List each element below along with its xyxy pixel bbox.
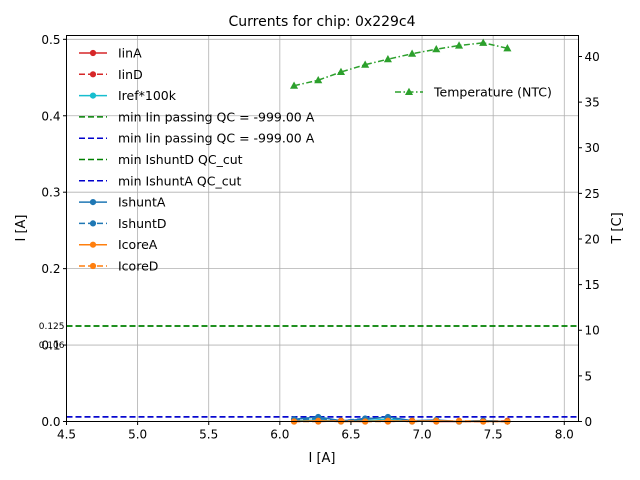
y-right-tick-label: 0	[585, 415, 593, 429]
legend-label: IinD	[118, 67, 143, 82]
x-tick-label: 5.0	[128, 428, 147, 442]
extra-tick-label: 0.125	[39, 322, 65, 332]
series-point	[409, 417, 416, 424]
legend-entry: IinD	[79, 67, 143, 82]
y-right-tick-label: 30	[585, 141, 600, 155]
y-tick-label: 0.2	[41, 262, 60, 276]
y-tick-label: 0.3	[41, 186, 60, 200]
series-point	[383, 54, 392, 63]
legend-entry: IshuntA	[79, 195, 166, 210]
y-tick-label: 0.4	[41, 109, 60, 123]
legend-swatch-marker	[89, 262, 97, 270]
legend-entry: Iref*100k	[79, 88, 177, 103]
legend-entry: min IshuntA QC_cut	[79, 173, 242, 188]
legend-swatch-marker	[89, 49, 97, 57]
y-tick-label: 0.5	[41, 33, 60, 47]
legend-label: IinA	[118, 46, 142, 61]
legend-entry: IshuntD	[79, 216, 167, 231]
y-axis-label-right: T [C]	[610, 212, 625, 244]
x-tick-label: 7.0	[413, 428, 432, 442]
x-tick-label: 7.5	[484, 428, 503, 442]
grid	[66, 35, 579, 422]
y-right-tick-label: 5	[585, 369, 593, 383]
legend-entry: IcoreA	[79, 237, 158, 252]
series-point	[408, 49, 417, 57]
x-tick-label: 6.0	[270, 428, 289, 442]
legend-swatch-marker	[89, 241, 97, 248]
legend-label: min IshuntD QC_cut	[118, 152, 243, 167]
legend-entry: Temperature (NTC)	[395, 85, 552, 100]
legend-entry: min IshuntD QC_cut	[79, 152, 243, 167]
legend-swatch-marker	[404, 87, 414, 96]
legend-label: min IshuntA QC_cut	[118, 173, 242, 188]
y-right-tick-label: 20	[585, 232, 600, 246]
legend-right: Temperature (NTC)	[395, 85, 552, 100]
plot-frame	[66, 35, 579, 422]
x-tick-label: 5.5	[199, 428, 218, 442]
series-right-0	[290, 38, 512, 89]
legend-label: Temperature (NTC)	[433, 85, 552, 100]
y-tick-label: 0.1	[41, 339, 60, 353]
y-right-tick-label: 25	[585, 187, 600, 201]
legend-label: IshuntA	[118, 195, 166, 210]
ticks: 4.5 5.0 5.5 6.0 6.5 7.0 7.5 8.0 0.0 0.1 0.2 0.3 0.4 0…	[39, 33, 600, 442]
legend-swatch-marker	[89, 92, 97, 99]
legend-entry: min Iin passing QC = -999.00 A	[79, 131, 315, 146]
series-point	[314, 75, 323, 84]
x-tick-label: 4.5	[57, 428, 76, 442]
y-right-tick-label: 35	[585, 96, 600, 110]
x-tick-label: 6.5	[341, 428, 360, 442]
legend-label: IcoreD	[118, 259, 158, 274]
y-axis-label: I [A]	[14, 214, 29, 241]
legend-swatch-marker	[89, 71, 97, 78]
y-right-tick-label: 15	[585, 278, 600, 292]
series-point	[455, 417, 463, 424]
extra-tick-label: 0.106	[39, 341, 65, 351]
x-axis-label: I [A]	[308, 451, 335, 466]
legend-label: IshuntD	[118, 216, 167, 231]
series-point	[432, 44, 441, 53]
y-right-tick-label: 10	[585, 324, 600, 338]
y-right-tick-label: 40	[585, 50, 600, 64]
legend-entry: IinA	[79, 46, 142, 61]
x-tick-label: 8.0	[555, 428, 574, 442]
legend-swatch-marker	[89, 220, 97, 227]
series-point	[479, 38, 488, 46]
series-point	[337, 417, 345, 424]
legend-label: IcoreA	[118, 237, 158, 252]
series-point	[503, 44, 512, 52]
legend-entry: IcoreD	[79, 259, 158, 274]
y-tick-label: 0.0	[41, 415, 60, 429]
legend-entry: min Iin passing QC = -999.00 A	[79, 109, 315, 124]
legend-swatch-marker	[89, 199, 97, 206]
legend-label: Iref*100k	[118, 88, 177, 103]
legend-label: min Iin passing QC = -999.00 A	[118, 109, 315, 124]
legend-label: min Iin passing QC = -999.00 A	[118, 131, 315, 146]
series-point	[336, 67, 346, 76]
series-point	[454, 41, 464, 49]
series-point	[361, 60, 370, 68]
chart-title: Currents for chip: 0x229c4	[228, 14, 415, 30]
series-point	[290, 81, 299, 89]
legend-left: IinA IinD Iref*100k min Iin passing QC = -9…	[79, 46, 315, 274]
